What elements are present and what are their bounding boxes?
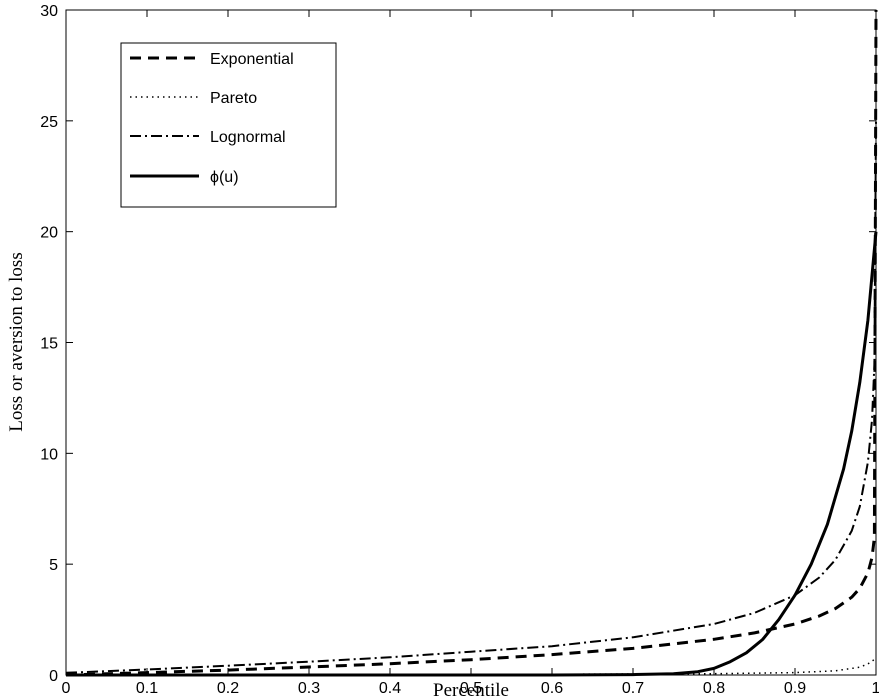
y-tick-label: 10 — [40, 446, 58, 463]
y-axis-title: Loss or aversion to loss — [6, 252, 27, 431]
y-tick-label: 30 — [40, 3, 58, 20]
legend-label-pareto: Pareto — [210, 90, 257, 107]
x-tick-label: 1 — [872, 680, 879, 697]
x-axis-title: Percentile — [433, 680, 509, 700]
legend-label-exponential: Exponential — [210, 51, 294, 68]
x-tick-label: 0.6 — [541, 680, 563, 697]
x-tick-label: 0.8 — [703, 680, 725, 697]
x-tick-label: 0.5 — [460, 680, 482, 697]
x-tick-label: 0.9 — [784, 680, 806, 697]
y-tick-label: 20 — [40, 225, 58, 242]
y-tick-label: 25 — [40, 114, 58, 131]
series-line-dashed — [65, 9, 878, 677]
x-tick-label: 0.4 — [379, 680, 401, 697]
legend-label-lognormal: Lognormal — [210, 129, 286, 146]
legend-box — [120, 42, 337, 208]
x-tick-label: 0.7 — [622, 680, 644, 697]
x-tick-label: 0.2 — [217, 680, 239, 697]
series-line-solid — [66, 231, 878, 677]
legend: Exponential Pareto Lognormal ϕ(u) — [120, 42, 337, 208]
legend-label-phi: ϕ(u) — [210, 169, 239, 186]
y-tick-label: 5 — [49, 557, 58, 574]
y-axis: 0 5 10 15 20 25 30 — [40, 3, 876, 685]
x-tick-label: 0 — [62, 680, 71, 697]
x-axis: 0 0.1 0.2 0.3 0.4 0.5 0.6 0.7 0.8 0.9 1 — [62, 10, 879, 697]
series-layer — [65, 9, 878, 677]
x-tick-label: 0.1 — [136, 680, 158, 697]
y-tick-label: 15 — [40, 336, 58, 353]
x-tick-label: 0.3 — [298, 680, 320, 697]
y-tick-label: 0 — [49, 668, 58, 685]
